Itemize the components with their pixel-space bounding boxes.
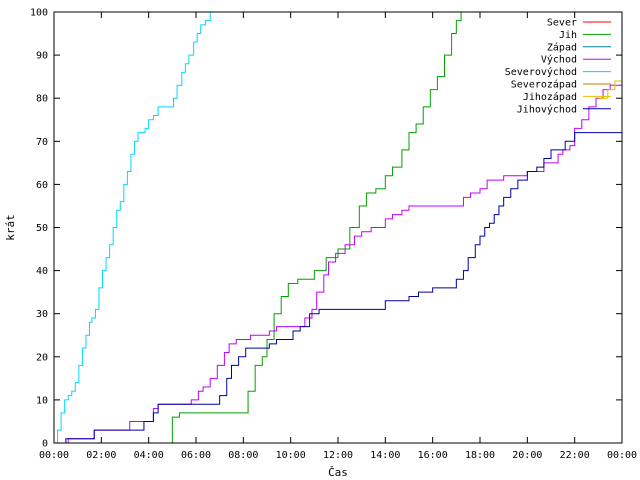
y-axis-label: krát	[4, 214, 17, 241]
series-line-1	[167, 12, 462, 444]
y-tick-label: 100	[30, 8, 48, 19]
y-tick-label: 70	[36, 137, 48, 148]
x-tick-label: 00:00	[39, 450, 69, 461]
legend-label: Severozápad	[511, 79, 577, 91]
x-tick-label: 04:00	[134, 450, 164, 461]
x-tick-label: 06:00	[181, 450, 211, 461]
y-tick-label: 90	[36, 51, 48, 62]
x-axis-label: Čas	[328, 466, 348, 479]
legend-label: Severovýchod	[505, 66, 577, 78]
y-tick-label: 10	[36, 395, 48, 406]
legend-label: Jihovýchod	[517, 103, 577, 115]
y-tick-label: 50	[36, 223, 48, 234]
legend-label: Jihozápad	[523, 91, 577, 103]
x-axis-ticks: 00:00 02:00 04:00 06:00 08:00 10:00 12:00 14:00…	[39, 12, 637, 461]
y-tick-label: 60	[36, 180, 48, 191]
series-line-6	[598, 80, 622, 99]
x-tick-label: 22:00	[560, 450, 590, 461]
legend-label: Sever	[547, 18, 577, 29]
x-tick-label: 10:00	[276, 450, 306, 461]
y-tick-label: 0	[42, 439, 48, 450]
y-axis-ticks: 0 10 20 30 40 50 60 70 80 90 100	[30, 8, 622, 450]
legend-label: Východ	[541, 54, 577, 66]
x-tick-label: 00:00	[607, 450, 637, 461]
x-tick-label: 02:00	[86, 450, 116, 461]
x-tick-label: 18:00	[465, 450, 495, 461]
series-lines	[54, 12, 623, 444]
y-tick-label: 80	[36, 94, 48, 105]
series-line-3	[54, 80, 623, 444]
series-line-4	[54, 12, 211, 444]
x-tick-label: 16:00	[418, 450, 448, 461]
legend-label: Západ	[547, 41, 577, 53]
series-line-7	[54, 132, 622, 444]
legend: SeverJihZápadVýchodSeverovýchodSeverozáp…	[505, 18, 611, 115]
x-tick-label: 12:00	[323, 450, 353, 461]
x-tick-label: 14:00	[370, 450, 400, 461]
legend-label: Jih	[559, 30, 577, 41]
x-tick-label: 08:00	[228, 450, 258, 461]
y-tick-label: 30	[36, 309, 48, 320]
x-tick-label: 20:00	[512, 450, 542, 461]
y-tick-label: 40	[36, 266, 48, 277]
y-tick-label: 20	[36, 352, 48, 363]
